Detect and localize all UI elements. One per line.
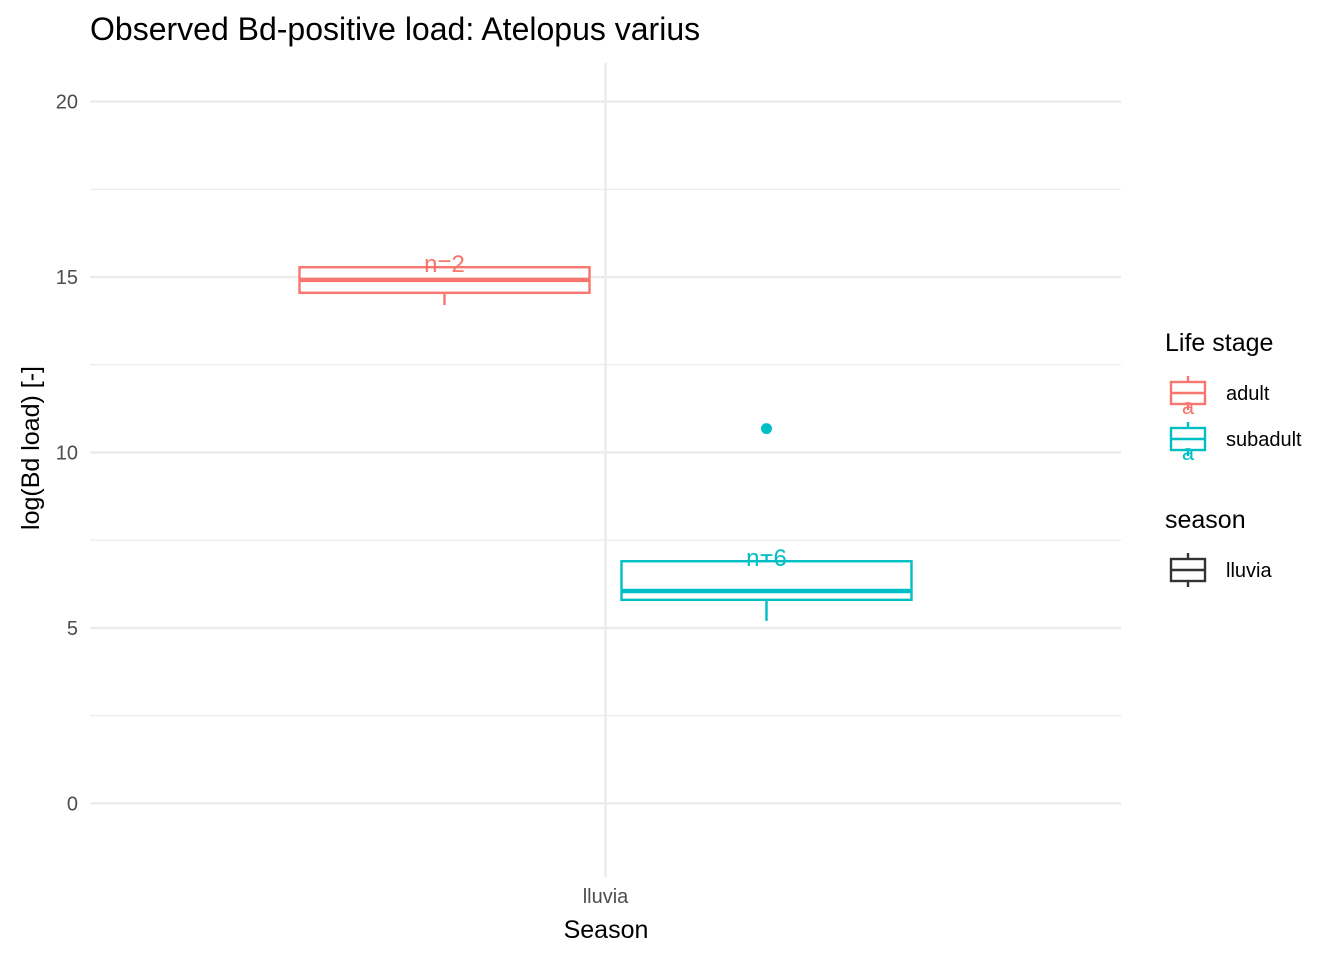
- legend-label: subadult: [1226, 429, 1302, 451]
- plot-marks: n=2 n=6: [298, 251, 913, 621]
- legend-title: season: [1165, 506, 1246, 534]
- y-tick-label: 10: [56, 442, 78, 464]
- legend-label: adult: [1226, 383, 1270, 405]
- legend-key: a: [1169, 422, 1207, 465]
- grid: [90, 63, 1121, 877]
- y-tick-label: 0: [67, 793, 78, 815]
- y-tick-label: 20: [56, 92, 78, 114]
- legend-season: season lluvia: [1165, 506, 1272, 587]
- n-label: n=2: [424, 251, 465, 278]
- boxplot-subadult: n=6: [620, 423, 913, 621]
- n-label: n=6: [746, 545, 787, 572]
- legend-label: lluvia: [1226, 560, 1272, 582]
- boxplot-adult: n=2: [298, 251, 591, 306]
- chart-title: Observed Bd-positive load: Atelopus vari…: [90, 11, 700, 47]
- legend-title: Life stage: [1165, 329, 1273, 357]
- y-axis-ticks: 0 5 10 15 20: [56, 92, 78, 816]
- legend-life-stage: Life stage a adult a subadult: [1165, 329, 1302, 465]
- box: [620, 560, 913, 602]
- x-tick-label: lluvia: [583, 886, 629, 908]
- x-axis-title: Season: [564, 916, 649, 944]
- outlier-point: [761, 423, 772, 435]
- legend-key: a: [1169, 376, 1207, 419]
- y-tick-label: 15: [56, 267, 78, 289]
- y-tick-label: 5: [67, 618, 78, 640]
- legend-key-letter: a: [1182, 440, 1195, 465]
- legend-key-letter: a: [1182, 394, 1195, 419]
- x-axis-ticks: lluvia: [583, 886, 629, 908]
- legend: Life stage a adult a subadult season lluvia: [1165, 329, 1302, 587]
- y-axis-title: log(Bd load) [-]: [17, 366, 45, 530]
- legend-key: [1169, 553, 1207, 587]
